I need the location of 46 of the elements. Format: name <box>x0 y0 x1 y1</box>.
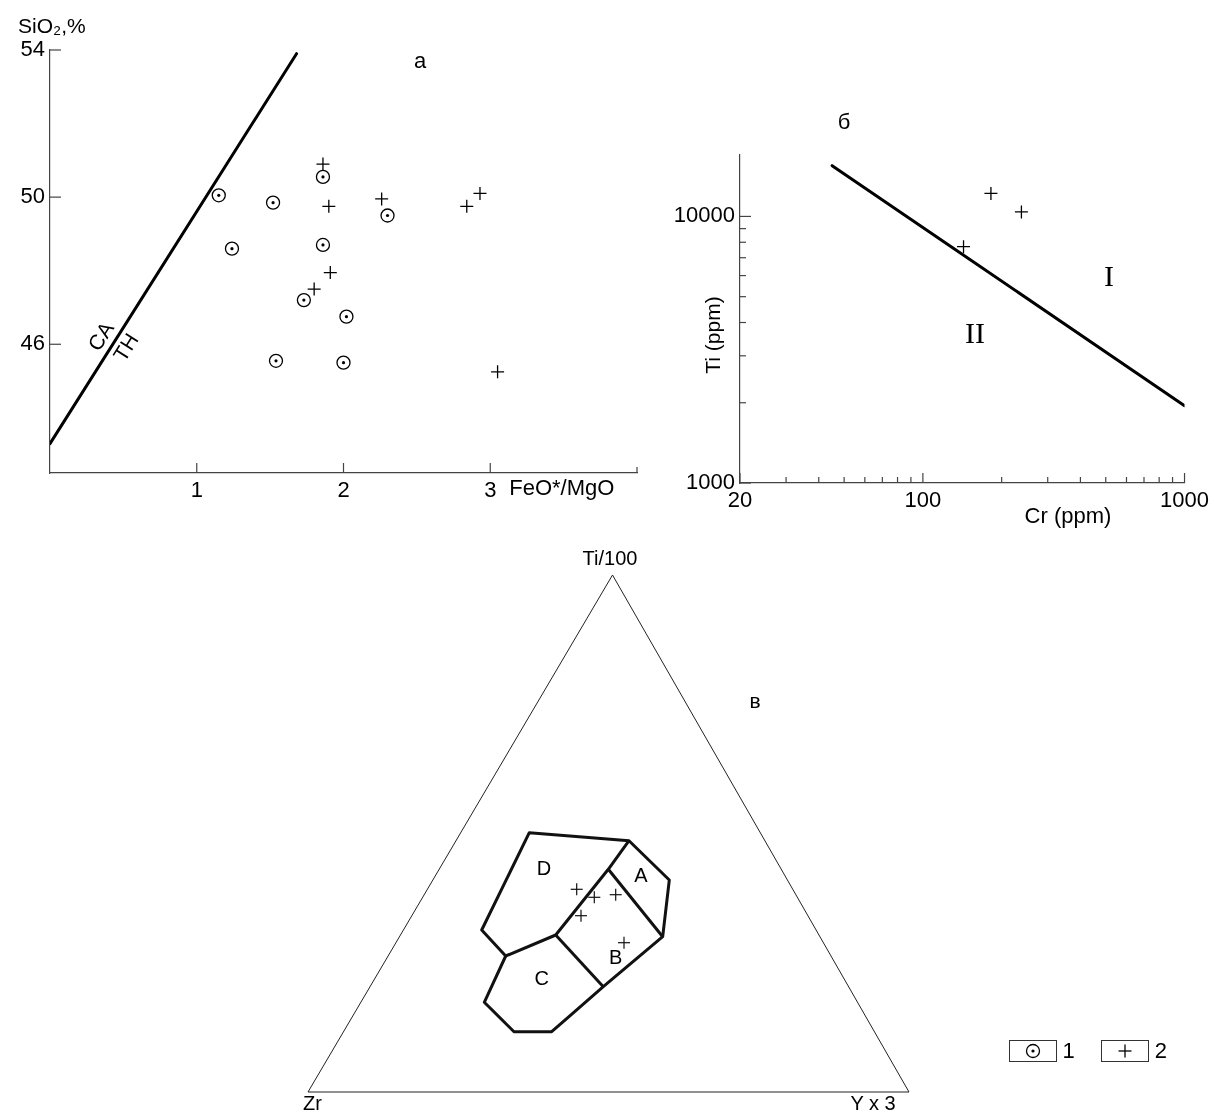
text: A <box>634 864 648 886</box>
point <box>339 309 354 324</box>
y-tick-label: 10000 <box>673 202 735 228</box>
point <box>211 188 226 203</box>
point <box>472 186 488 201</box>
point <box>336 355 351 370</box>
annotation: I <box>1104 258 1114 292</box>
point <box>380 208 395 223</box>
chart-title: б <box>837 109 851 135</box>
text: Y x 3 <box>850 1092 896 1114</box>
text: C <box>534 967 549 990</box>
y-tick-label: 50 <box>20 183 45 209</box>
point <box>224 241 240 256</box>
x-axis-title: FeO*/MgO <box>509 475 615 501</box>
y-tick-label: 54 <box>20 36 45 62</box>
chart-title: а <box>413 48 427 74</box>
annotation: II <box>965 315 985 349</box>
point <box>374 191 389 207</box>
point <box>265 195 281 210</box>
text: в <box>749 688 761 712</box>
x-tick-label: 3 <box>484 477 497 503</box>
text: Ti/100 <box>582 547 638 569</box>
annotation: TH <box>108 329 143 366</box>
x-axis-title: Cr (ppm) <box>1024 503 1112 529</box>
x-tick-label: 1000 <box>1160 487 1210 513</box>
y-axis-title: Ti (ppm) <box>700 296 724 374</box>
legend-label: 1 <box>1062 1038 1075 1063</box>
text: D <box>536 857 552 880</box>
text: Zr <box>303 1092 322 1114</box>
point <box>321 199 336 214</box>
x-tick-label: 100 <box>904 487 942 513</box>
point <box>315 156 331 172</box>
point <box>296 292 312 308</box>
legend-label: 2 <box>1154 1038 1167 1063</box>
point <box>490 364 505 379</box>
point <box>307 281 322 297</box>
y-tick-label: 46 <box>20 330 45 356</box>
text: B <box>609 945 623 968</box>
y-axis-title: SiO₂,% <box>18 13 86 37</box>
x-tick-label: 1 <box>190 477 203 503</box>
point <box>315 169 331 185</box>
x-tick-label: 2 <box>337 477 350 503</box>
point <box>268 353 284 368</box>
point <box>459 199 474 214</box>
point <box>315 237 331 253</box>
point <box>323 265 338 280</box>
